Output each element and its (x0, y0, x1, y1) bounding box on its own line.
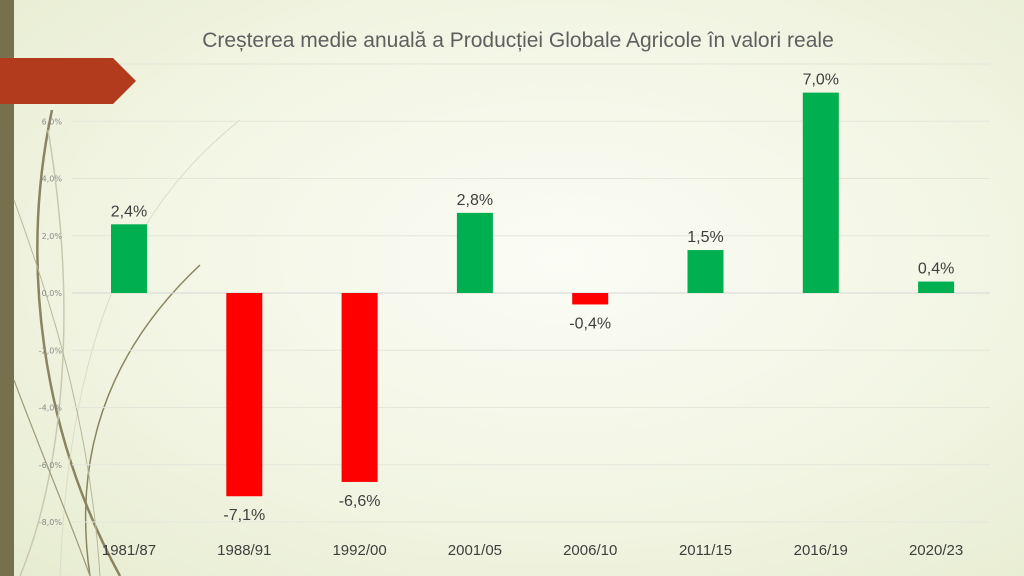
x-tick-label: 1992/00 (332, 542, 386, 559)
data-label: -6,6% (339, 493, 381, 510)
bar-2011-15 (687, 250, 724, 293)
y-tick-label: 2,0% (42, 232, 63, 241)
data-label: -7,1% (223, 507, 265, 524)
y-tick-label: 0,0% (42, 289, 63, 298)
data-label: -0,4% (569, 315, 611, 332)
data-label: 7,0% (803, 72, 839, 89)
y-tick-label: -8,0% (39, 518, 63, 527)
x-axis: 1981/87 1988/91 1992/00 2001/05 2006/10 2011/… (102, 542, 963, 559)
bar-2006-10 (572, 293, 609, 305)
accent-arrow (0, 58, 136, 104)
y-axis: -8,0%-6,0%-4,0%-2,0%0,0%2,0%4,0%6,0%8,0% (39, 60, 63, 527)
x-tick-label: 2020/23 (909, 542, 963, 559)
bar-2020-23 (918, 281, 955, 293)
bar-2016-19 (802, 92, 839, 293)
x-tick-label: 1981/87 (102, 542, 156, 559)
chart-title: Creșterea medie anuală a Producției Glob… (202, 29, 834, 52)
bar-1988-91 (226, 293, 263, 497)
data-labels: 2,4% -7,1% -6,6% 2,8% -0,4% 1,5% 7,0% 0,4% (111, 72, 955, 525)
y-tick-label: 4,0% (42, 175, 63, 184)
x-tick-label: 2016/19 (794, 542, 848, 559)
x-tick-label: 2001/05 (448, 542, 502, 559)
data-label: 2,8% (457, 192, 493, 209)
x-tick-label: 1988/91 (217, 542, 271, 559)
data-label: 1,5% (687, 229, 723, 246)
data-label: 0,4% (918, 261, 954, 278)
y-tick-label: -2,0% (39, 346, 63, 355)
x-tick-label: 2011/15 (679, 542, 732, 559)
gridlines (72, 63, 990, 523)
x-tick-label: 2006/10 (563, 542, 617, 559)
data-label: 2,4% (111, 203, 147, 220)
left-decorative-strip (0, 0, 14, 576)
y-tick-label: -4,0% (39, 404, 63, 413)
bars (111, 92, 955, 497)
bar-1992-00 (341, 293, 378, 482)
bar-2001-05 (456, 212, 493, 293)
y-tick-label: 6,0% (42, 117, 63, 126)
y-tick-label: -6,0% (39, 461, 63, 470)
bar-1981-87 (111, 224, 147, 293)
